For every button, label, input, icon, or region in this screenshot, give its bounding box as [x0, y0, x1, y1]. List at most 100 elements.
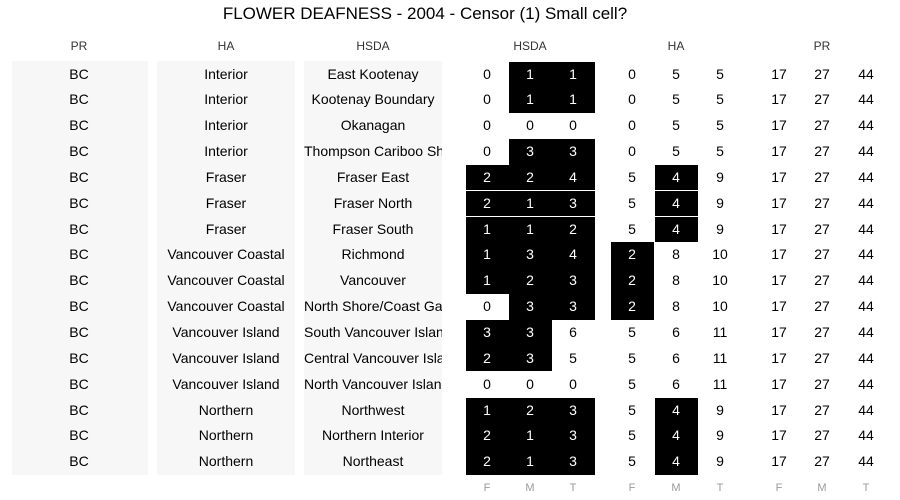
pr-cell: BC	[69, 298, 89, 315]
hsda-f-value: 0	[483, 91, 491, 108]
ha-t-value: 11	[712, 375, 728, 392]
hsda-m-value: 2	[508, 164, 552, 191]
hsda-t-value: 3	[551, 139, 595, 165]
hsda-cell: North Shore/Coast Garibaldi	[304, 298, 442, 315]
ha-t-value: 9	[716, 168, 724, 185]
pr-cell: BC	[69, 453, 89, 470]
ha-f-value: 2	[610, 242, 654, 269]
pr-t-value: 44	[858, 143, 874, 160]
ha-f-value: 0	[628, 143, 636, 160]
header-pr-group: PR	[813, 39, 831, 53]
subheader-hsda-f: F	[483, 482, 491, 494]
pr-m-value: 27	[814, 298, 830, 315]
hsda-cell: Fraser South	[332, 220, 414, 237]
pr-t-value: 44	[858, 220, 874, 237]
pr-t-value: 44	[858, 168, 874, 185]
ha-cell: Vancouver Coastal	[167, 246, 285, 263]
pr-t-value: 44	[858, 194, 874, 211]
pr-m-value: 27	[814, 168, 830, 185]
pr-t-value: 44	[858, 324, 874, 340]
hsda-cell: Fraser North	[333, 194, 413, 211]
hsda-f-value: 0	[483, 117, 491, 134]
pr-m-value: 27	[814, 427, 830, 444]
pr-cell: BC	[69, 194, 89, 211]
hsda-m-value: 1	[508, 216, 552, 243]
hsda-m-value: 1	[508, 61, 552, 88]
ha-m-value: 5	[672, 65, 680, 82]
ha-t-value: 5	[716, 143, 724, 160]
subheader-hsda-t: T	[569, 482, 577, 494]
hsda-cell: Kootenay Boundary	[311, 91, 435, 108]
hsda-t-value: 3	[551, 449, 595, 475]
ha-m-value: 4	[654, 216, 698, 243]
hsda-t-value: 0	[569, 117, 577, 134]
ha-f-value: 5	[628, 375, 636, 392]
hsda-cell: Northeast	[342, 453, 404, 470]
hsda-t-value: 0	[569, 375, 577, 392]
pr-m-value: 27	[814, 220, 830, 237]
hsda-f-value: 3	[465, 320, 509, 346]
ha-cell: Vancouver Coastal	[167, 298, 285, 315]
ha-f-value: 0	[628, 91, 636, 108]
ha-t-value: 10	[712, 272, 728, 289]
hsda-f-value: 1	[465, 397, 509, 424]
pr-t-value: 44	[858, 401, 874, 418]
pr-m-value: 27	[814, 194, 830, 211]
hsda-f-value: 2	[465, 164, 509, 191]
hsda-cell: North Vancouver Island	[304, 375, 442, 392]
hsda-t-value: 3	[551, 294, 595, 320]
hsda-m-value: 1	[508, 87, 552, 113]
hsda-t-value: 1	[551, 61, 595, 88]
hsda-m-value: 2	[508, 268, 552, 294]
ha-m-value: 6	[672, 375, 680, 392]
header-ha: HA	[217, 39, 235, 53]
subheader-pr-f: F	[775, 482, 783, 494]
header-pr: PR	[70, 39, 88, 53]
ha-t-value: 5	[716, 91, 724, 108]
ha-f-value: 2	[610, 268, 654, 294]
pr-m-value: 27	[814, 91, 830, 108]
hsda-f-value: 0	[483, 298, 491, 315]
ha-t-value: 11	[712, 349, 728, 366]
ha-m-value: 4	[654, 397, 698, 424]
pr-m-value: 27	[814, 117, 830, 134]
ha-cell: Vancouver Island	[172, 375, 280, 392]
hsda-m-value: 3	[508, 242, 552, 269]
pr-cell: BC	[69, 324, 89, 340]
ha-cell: Fraser	[205, 220, 247, 237]
pr-t-value: 44	[858, 298, 874, 315]
ha-f-value: 5	[628, 220, 636, 237]
pr-f-value: 17	[771, 375, 787, 392]
hsda-t-value: 5	[569, 349, 577, 366]
hsda-m-value: 3	[508, 139, 552, 165]
hsda-t-value: 3	[551, 190, 595, 217]
pr-f-value: 17	[771, 324, 787, 340]
pr-t-value: 44	[858, 427, 874, 444]
hsda-f-value: 2	[465, 423, 509, 449]
ha-m-value: 8	[672, 298, 680, 315]
subheader-hsda-m: M	[525, 482, 535, 494]
chart-title: FLOWER DEAFNESS - 2004 - Censor (1) Smal…	[222, 4, 628, 23]
ha-f-value: 5	[628, 401, 636, 418]
ha-t-value: 11	[712, 324, 728, 340]
ha-f-value: 0	[628, 117, 636, 134]
pr-f-value: 17	[771, 453, 787, 470]
hsda-f-value: 0	[483, 65, 491, 82]
ha-f-value: 5	[628, 427, 636, 444]
hsda-m-value: 1	[508, 190, 552, 217]
ha-t-value: 5	[716, 117, 724, 134]
pr-cell: BC	[69, 91, 89, 108]
ha-t-value: 9	[716, 194, 724, 211]
pr-t-value: 44	[858, 246, 874, 263]
ha-m-value: 8	[672, 246, 680, 263]
hsda-t-value: 1	[551, 87, 595, 113]
hsda-cell: Central Vancouver Island	[304, 349, 442, 366]
ha-f-value: 5	[628, 194, 636, 211]
hsda-t-value: 3	[551, 268, 595, 294]
hsda-t-value: 3	[551, 397, 595, 424]
hsda-m-value: 3	[508, 345, 552, 372]
pr-m-value: 27	[814, 65, 830, 82]
hsda-f-value: 1	[465, 216, 509, 243]
pr-f-value: 17	[771, 349, 787, 366]
pr-m-value: 27	[814, 246, 830, 263]
